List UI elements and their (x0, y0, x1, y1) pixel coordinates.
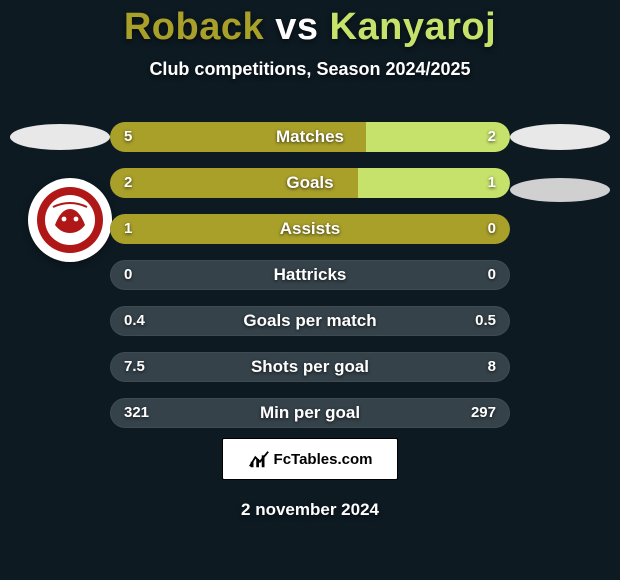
brand-badge: FcTables.com (222, 438, 398, 480)
brand-text: FcTables.com (274, 451, 373, 468)
team-slot-right-top (510, 124, 610, 150)
stat-value-right: 1 (488, 168, 496, 198)
stat-value-left: 0.4 (124, 306, 145, 336)
stat-label: Assists (110, 214, 510, 244)
stat-label: Shots per goal (110, 352, 510, 382)
stat-value-left: 2 (124, 168, 132, 198)
stat-value-left: 1 (124, 214, 132, 244)
stat-bars: Matches52Goals21Assists10Hattricks00Goal… (110, 122, 510, 444)
stat-label: Hattricks (110, 260, 510, 290)
chart-icon (248, 448, 270, 470)
stat-row: Hattricks0 0 (110, 260, 510, 290)
stat-value-left: 0 (124, 260, 132, 290)
stat-value-right: 8 (488, 352, 496, 382)
stat-label: Goals per match (110, 306, 510, 336)
date-text: 2 november 2024 (0, 500, 620, 520)
stat-row: Matches5 2 (110, 122, 510, 152)
stat-label: Min per goal (110, 398, 510, 428)
team-slot-right-mid (510, 178, 610, 202)
stat-value-right: 2 (488, 122, 496, 152)
vs-word: vs (275, 6, 318, 48)
stat-value-left: 5 (124, 122, 132, 152)
player1-name: Roback (124, 6, 264, 48)
club-badge-left (28, 178, 112, 262)
player2-name: Kanyaroj (330, 6, 497, 48)
stat-value-right: 0 (488, 214, 496, 244)
stat-value-right: 0.5 (475, 306, 496, 336)
stat-row: Shots per goal7.5 8 (110, 352, 510, 382)
stat-row: Min per goal321 297 (110, 398, 510, 428)
stat-label: Matches (110, 122, 510, 152)
comparison-title: Roback vs Kanyaroj (0, 0, 620, 49)
club-crest-icon (35, 185, 105, 255)
stat-row: Assists1 0 (110, 214, 510, 244)
stat-row: Goals2 1 (110, 168, 510, 198)
stat-row: Goals per match0.4 0.5 (110, 306, 510, 336)
stat-label: Goals (110, 168, 510, 198)
stat-value-right: 297 (471, 398, 496, 428)
stat-value-left: 321 (124, 398, 149, 428)
stat-value-left: 7.5 (124, 352, 145, 382)
subtitle: Club competitions, Season 2024/2025 (0, 59, 620, 80)
stat-value-right: 0 (488, 260, 496, 290)
team-slot-left-top (10, 124, 110, 150)
